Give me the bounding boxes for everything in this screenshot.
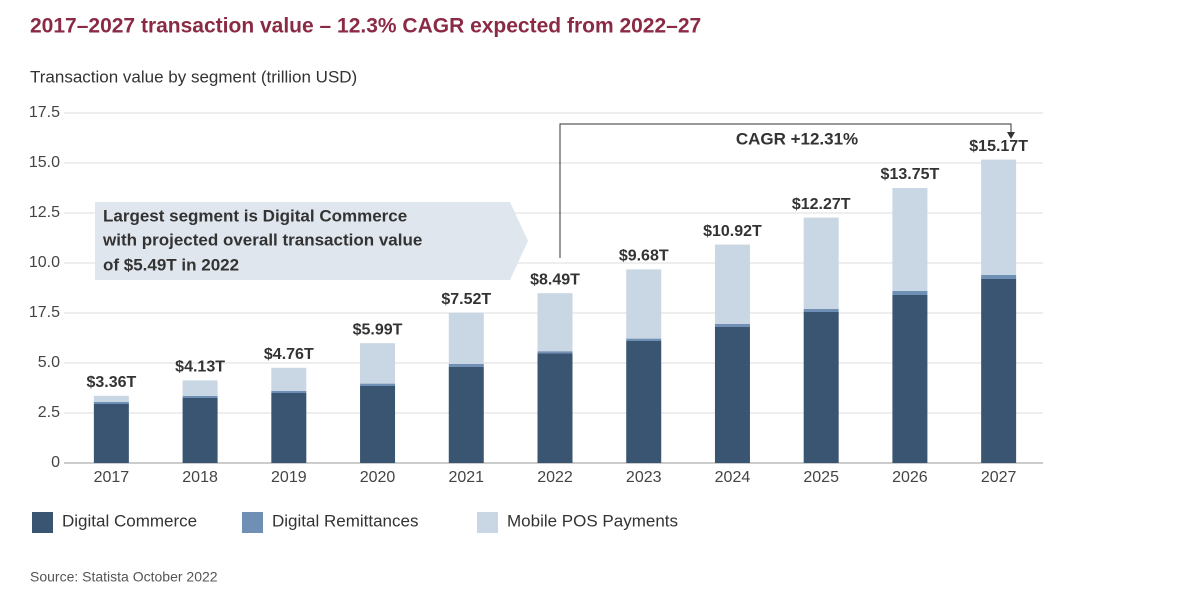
y-tick-label: 17.5 bbox=[29, 104, 60, 121]
bar-segment bbox=[448, 367, 484, 463]
bar-segment bbox=[714, 324, 750, 327]
y-tick-label: 5.0 bbox=[38, 354, 60, 371]
annotation: with projected overall transaction value bbox=[102, 230, 422, 249]
bar-segment bbox=[360, 383, 396, 386]
bar-segment bbox=[93, 395, 129, 402]
total-label: $4.13T bbox=[175, 359, 225, 376]
bar-segment bbox=[537, 293, 573, 352]
plot: 0 2.5 5.0 17.5 10.0 12.5 15.0 17.5 2017 $3.36T 201… bbox=[29, 104, 1043, 533]
bar-segment bbox=[892, 295, 928, 463]
bar-segment bbox=[93, 402, 129, 404]
bar-segment bbox=[803, 217, 839, 309]
bar-segment bbox=[626, 269, 662, 339]
bar-segment bbox=[714, 327, 750, 463]
total-label: $7.52T bbox=[441, 291, 491, 308]
legend-label: Digital Commerce bbox=[62, 511, 197, 530]
x-tick-label: 2024 bbox=[715, 469, 751, 486]
total-label: $5.99T bbox=[353, 321, 403, 338]
x-tick-label: 2022 bbox=[537, 469, 573, 486]
total-label: $12.27T bbox=[792, 196, 851, 213]
bar-segment bbox=[448, 312, 484, 364]
bar-segment bbox=[626, 338, 662, 341]
bar-segment bbox=[271, 391, 307, 393]
total-label: $4.76T bbox=[264, 346, 314, 363]
chart-subtitle: Transaction value by segment (trillion U… bbox=[30, 67, 357, 86]
bar-segment bbox=[537, 351, 573, 354]
total-label: $9.68T bbox=[619, 248, 669, 265]
x-tick-label: 2019 bbox=[271, 469, 307, 486]
bar-segment bbox=[981, 279, 1017, 463]
bar-segment bbox=[714, 244, 750, 324]
y-tick-label: 17.5 bbox=[29, 304, 60, 321]
bar-segment bbox=[981, 159, 1017, 275]
bar-segment bbox=[182, 380, 218, 396]
cagr-arrow bbox=[1007, 132, 1015, 139]
y-tick-label: 0 bbox=[51, 454, 60, 471]
y-tick-label: 15.0 bbox=[29, 154, 60, 171]
x-tick-label: 2020 bbox=[360, 469, 396, 486]
bar-segment bbox=[182, 398, 218, 463]
bar-segment bbox=[803, 312, 839, 463]
legend-swatch bbox=[32, 512, 53, 533]
total-label: $10.92T bbox=[703, 223, 762, 240]
legend-label: Digital Remittances bbox=[272, 511, 418, 530]
bar-segment bbox=[360, 386, 396, 463]
y-tick-label: 12.5 bbox=[29, 204, 60, 221]
x-tick-label: 2023 bbox=[626, 469, 662, 486]
x-tick-label: 2025 bbox=[803, 469, 839, 486]
legend-label: Mobile POS Payments bbox=[507, 511, 678, 530]
total-label: $8.49T bbox=[530, 271, 580, 288]
bar-segment bbox=[892, 188, 928, 291]
annotation: Largest segment is Digital Commerce bbox=[103, 206, 407, 225]
total-label: $13.75T bbox=[881, 166, 940, 183]
x-tick-label: 2018 bbox=[182, 469, 218, 486]
x-tick-label: 2017 bbox=[94, 469, 130, 486]
annotation: of $5.49T in 2022 bbox=[103, 255, 239, 274]
bar-segment bbox=[271, 367, 307, 391]
bar-segment bbox=[981, 275, 1017, 279]
legend-swatch bbox=[477, 512, 498, 533]
bar-segment bbox=[93, 404, 129, 463]
bar-segment bbox=[537, 353, 573, 463]
bar-segment bbox=[182, 396, 218, 398]
bar-segment bbox=[803, 309, 839, 312]
bar-segment bbox=[360, 343, 396, 384]
x-tick-label: 2027 bbox=[981, 469, 1017, 486]
total-label: $3.36T bbox=[86, 374, 136, 391]
callout-box bbox=[95, 202, 528, 280]
source: Source: Statista October 2022 bbox=[30, 569, 218, 585]
x-tick-label: 2026 bbox=[892, 469, 928, 486]
bar-segment bbox=[448, 364, 484, 367]
total-label: $15.17T bbox=[969, 138, 1028, 155]
x-tick-label: 2021 bbox=[448, 469, 484, 486]
cagr-bracket bbox=[559, 123, 1012, 258]
y-tick-label: 2.5 bbox=[38, 404, 60, 421]
legend-swatch bbox=[242, 512, 263, 533]
cagr-label: CAGR +12.31% bbox=[736, 129, 858, 148]
bar-segment bbox=[892, 291, 928, 295]
bar-segment bbox=[626, 341, 662, 463]
chart-title: 2017–2027 transaction value – 12.3% CAGR… bbox=[30, 15, 701, 38]
bar-segment bbox=[271, 393, 307, 463]
y-tick-label: 10.0 bbox=[29, 254, 60, 271]
